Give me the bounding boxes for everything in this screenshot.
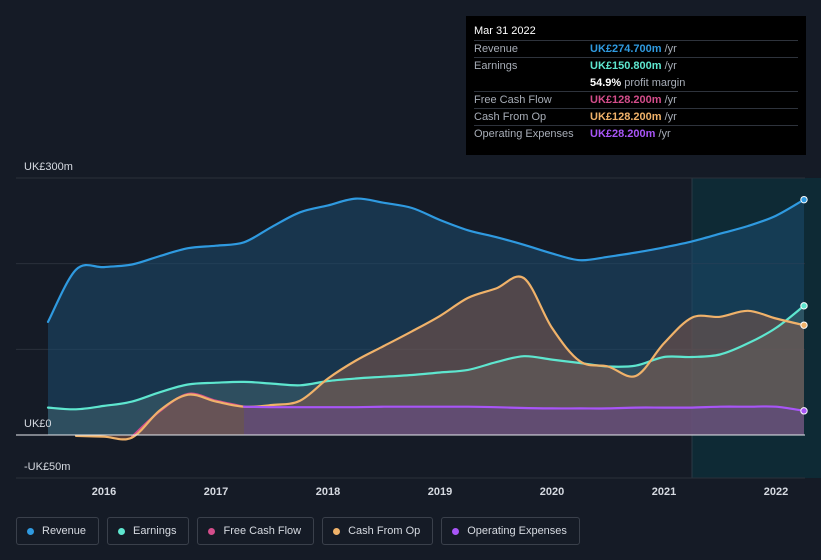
tooltip-row-label: Free Cash Flow xyxy=(474,94,552,106)
tooltip-row-free-cash-flow: Free Cash Flow UK£128.200m/yr xyxy=(474,91,798,108)
revenue-line xyxy=(46,197,806,323)
series-areas xyxy=(48,198,804,440)
earnings-line xyxy=(46,304,806,411)
x-axis-label: 2017 xyxy=(204,486,228,498)
tooltip-row-value: UK£150.800m xyxy=(590,60,662,72)
legend-dot-icon xyxy=(208,527,216,535)
legend-label: Cash From Op xyxy=(348,525,421,537)
tooltip-row-suffix: profit margin xyxy=(624,76,686,89)
tooltip-row-label: Cash From Op xyxy=(474,111,547,123)
y-axis-label: -UK£50m xyxy=(24,461,70,473)
legend-dot-icon xyxy=(452,527,460,535)
operating-expenses-endpoint xyxy=(800,407,808,415)
tooltip-row-suffix: /yr xyxy=(664,111,677,123)
legend-label: Earnings xyxy=(133,525,177,537)
legend-dot-icon xyxy=(27,527,34,535)
legend-item-earnings[interactable]: Earnings xyxy=(107,517,190,545)
tooltip-row-label: Earnings xyxy=(474,60,518,72)
cash-from-op-endpoint xyxy=(800,321,808,329)
chart-legend: Revenue Earnings Free Cash Flow Cash From O… xyxy=(16,517,588,545)
operating-expenses-area xyxy=(244,406,804,435)
tooltip-row-profit-margin: 54.9% profit margin xyxy=(474,74,798,91)
legend-label: Free Cash Flow xyxy=(223,525,302,537)
tooltip-row-value: UK£274.700m xyxy=(590,43,662,55)
y-axis-label: UK£0 xyxy=(24,418,52,430)
revenue-endpoint xyxy=(800,195,808,204)
series-lines xyxy=(46,197,806,441)
legend-item-cash-from-op[interactable]: Cash From Op xyxy=(322,517,434,545)
tooltip-row-earnings: Earnings UK£150.800m/yr xyxy=(474,57,798,74)
tooltip-row-value: UK£128.200m xyxy=(590,111,662,123)
tooltip-panel: Mar 31 2022 Revenue UK£274.700m/yr Earning… xyxy=(466,16,806,155)
tooltip-row-suffix: /yr xyxy=(664,94,677,106)
tooltip-row-suffix: /yr xyxy=(658,128,671,140)
x-axis-label: 2021 xyxy=(652,486,676,498)
tooltip-row-label: Operating Expenses xyxy=(474,128,574,140)
earnings-endpoint xyxy=(800,302,808,310)
tooltip-row-value: 54.9% xyxy=(590,76,622,89)
tooltip-row-operating-expenses: Operating Expenses UK£28.200m/yr xyxy=(474,125,798,142)
tooltip-row-revenue: Revenue UK£274.700m/yr xyxy=(474,40,798,57)
x-axis-label: 2022 xyxy=(764,486,788,498)
y-axis-label: UK£300m xyxy=(24,161,73,173)
tooltip-date: Mar 31 2022 xyxy=(474,25,536,37)
legend-label: Revenue xyxy=(42,525,87,537)
legend-label: Operating Expenses xyxy=(467,525,567,537)
x-axis-label: 2018 xyxy=(316,486,340,498)
y-axis-labels: UK£300m UK£0 -UK£50m xyxy=(24,161,73,473)
legend-dot-icon xyxy=(333,527,341,535)
tooltip-row-cash-from-op: Cash From Op UK£128.200m/yr xyxy=(474,108,798,125)
legend-item-operating-expenses[interactable]: Operating Expenses xyxy=(441,517,580,545)
series-endpoints xyxy=(800,195,808,415)
operating-expenses-line xyxy=(242,405,806,412)
x-axis-labels: 2016 2017 2018 2019 2020 2021 2022 xyxy=(92,486,788,498)
tooltip-rows: Revenue UK£274.700m/yr Earnings UK£150.800m… xyxy=(474,40,798,142)
tooltip-row-suffix: /yr xyxy=(664,60,677,72)
legend-dot-icon xyxy=(118,527,126,535)
tooltip-row-value: UK£28.200m xyxy=(590,128,656,140)
tooltip-row-label: Revenue xyxy=(474,43,519,55)
legend-item-free-cash-flow[interactable]: Free Cash Flow xyxy=(197,517,315,545)
cash-from-op-line xyxy=(74,275,806,441)
legend-item-revenue[interactable]: Revenue xyxy=(16,517,100,545)
tooltip-row-value: UK£128.200m xyxy=(590,94,662,106)
x-axis-label: 2019 xyxy=(428,486,452,498)
tooltip-row-suffix: /yr xyxy=(664,43,677,55)
x-axis-label: 2020 xyxy=(540,486,564,498)
x-axis-label: 2016 xyxy=(92,486,116,498)
cash-from-op-area xyxy=(76,276,804,440)
